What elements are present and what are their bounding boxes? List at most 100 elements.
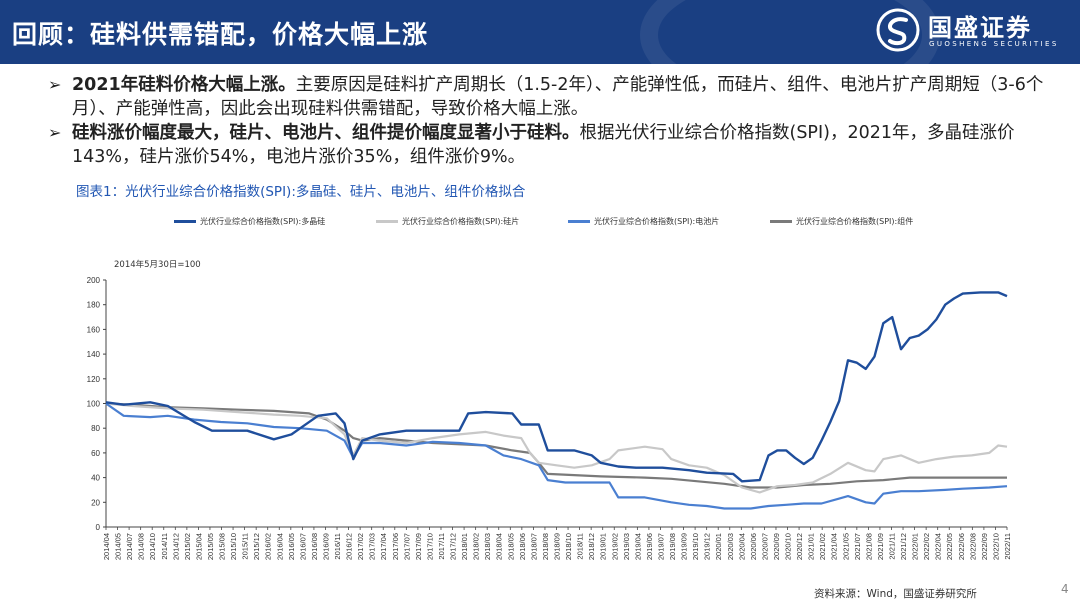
base-note: 2014年5月30日=100 [114,260,201,270]
series-line-1 [105,402,1008,494]
x-tick-label: 2016/07 [298,533,307,560]
header-decoration [640,0,940,64]
y-tick-label: 160 [87,325,101,334]
x-tick-label: 2022/04 [934,533,943,560]
x-tick-label: 2014/10 [148,533,157,560]
x-tick-label: 2019/12 [703,533,712,560]
x-tick-label: 2022/06 [957,533,966,560]
figure-title: 图表1：光伏行业综合价格指数(SPI):多晶硅、硅片、电池片、组件价格拟合 [76,184,526,200]
y-tick-label: 60 [91,449,100,458]
bullet-list: ➢ 2021年硅料价格大幅上涨。主要原因是硅料扩产周期长（1.5-2年）、产能弹… [48,73,1058,169]
legend-item: 光伏行业综合价格指数(SPI):电池片 [568,214,719,228]
x-tick-label: 2019/09 [680,533,689,560]
guosheng-logo-icon [876,8,920,52]
x-tick-label: 2018/03 [483,533,492,560]
x-tick-label: 2017/07 [402,533,411,560]
x-tick-label: 2016/11 [333,533,342,560]
x-tick-label: 2018/05 [506,533,515,560]
x-tick-label: 2022/01 [911,533,920,560]
x-tick-label: 2018/12 [587,533,596,560]
x-tick-label: 2018/04 [495,533,504,560]
arrow-bullet-icon: ➢ [48,123,62,142]
x-tick-label: 2018/07 [529,533,538,560]
x-tick-label: 2015/04 [194,533,203,560]
x-tick-label: 2021/04 [830,533,839,560]
x-tick-label: 2016/04 [275,533,284,560]
page-number: 4 [1061,582,1069,596]
arrow-bullet-icon: ➢ [48,75,62,94]
x-tick-label: 2022/02 [922,533,931,560]
x-tick-label: 2015/10 [229,533,238,560]
x-tick-label: 2022/08 [968,533,977,560]
legend-swatch [770,219,792,223]
chart-legend: 光伏行业综合价格指数(SPI):多晶硅 光伏行业综合价格指数(SPI):硅片 光… [78,210,1038,230]
x-tick-label: 2021/07 [853,533,862,560]
slide-title: 回顾：硅料供需错配，价格大幅上涨 [12,20,429,49]
series-line-0 [105,291,1008,483]
bullet-item: ➢ 2021年硅料价格大幅上涨。主要原因是硅料扩产周期长（1.5-2年）、产能弹… [48,73,1058,121]
x-tick-label: 2015/02 [183,533,192,560]
x-tick-label: 2020/01 [714,533,723,560]
x-tick-label: 2021/02 [818,533,827,560]
x-tick-label: 2021/05 [841,533,850,560]
x-tick-label: 2019/10 [691,533,700,560]
x-tick-label: 2020/04 [737,533,746,560]
x-tick-label: 2020/03 [726,533,735,560]
y-tick-label: 100 [87,400,101,409]
x-tick-label: 2014/04 [102,533,111,560]
x-tick-label: 2015/08 [218,533,227,560]
x-tick-label: 2019/02 [610,533,619,560]
x-tick-label: 2021/01 [807,533,816,560]
series-line-3 [105,402,1007,489]
series-line-2 [105,402,1008,510]
x-tick-label: 2014/12 [171,533,180,560]
x-tick-label: 2016/05 [287,533,296,560]
x-tick-label: 2017/11 [437,533,446,560]
legend-swatch [174,219,196,223]
source-note: 资料来源：Wind，国盛证券研究所 [814,588,977,600]
x-tick-label: 2017/04 [379,533,388,560]
x-tick-label: 2019/01 [599,533,608,560]
x-tick-label: 2017/03 [368,533,377,560]
legend-label: 光伏行业综合价格指数(SPI):硅片 [402,216,520,226]
x-tick-label: 2020/07 [760,533,769,560]
x-tick-label: 2016/02 [264,533,273,560]
x-tick-label: 2016/12 [345,533,354,560]
logo-text: 国盛证券 [928,14,1032,42]
x-tick-label: 2016/08 [310,533,319,560]
legend-swatch [376,219,398,223]
legend-label: 光伏行业综合价格指数(SPI):组件 [796,216,914,226]
x-tick-label: 2022/09 [980,533,989,560]
x-tick-label: 2022/05 [945,533,954,560]
x-tick-label: 2019/03 [622,533,631,560]
x-tick-label: 2021/11 [887,533,896,560]
x-tick-label: 2021/12 [899,533,908,560]
x-tick-label: 2019/08 [668,533,677,560]
y-tick-label: 20 [91,498,100,507]
bullet-bold-text: 2021年硅料价格大幅上涨。 [72,75,296,95]
y-tick-label: 120 [87,375,101,384]
chart-container: 光伏行业综合价格指数(SPI):多晶硅 光伏行业综合价格指数(SPI):硅片 光… [78,210,1038,580]
legend-swatch [568,219,590,223]
x-tick-label: 2018/10 [564,533,573,560]
bullet-text: 根据光伏行业综合价格指数(SPI)，2021年，多晶硅涨价143%，硅片涨价54… [72,123,1015,167]
x-tick-label: 2019/04 [633,533,642,560]
bullet-text: 主要原因是硅料扩产周期长（1.5-2年）、产能弹性低，而硅片、组件、电池片扩产周… [72,75,1044,119]
x-tick-label: 2017/02 [356,533,365,560]
legend-label: 光伏行业综合价格指数(SPI):电池片 [594,216,720,226]
y-tick-label: 0 [96,523,101,532]
x-tick-label: 2018/01 [460,533,469,560]
header-bar: 回顾：硅料供需错配，价格大幅上涨 国盛证券 GUOSHENG SECURITIE… [0,0,1080,64]
x-tick-label: 2020/09 [772,533,781,560]
x-tick-label: 2022/10 [991,533,1000,560]
x-tick-label: 2020/10 [784,533,793,560]
x-tick-label: 2014/05 [114,533,123,560]
x-tick-label: 2015/05 [206,533,215,560]
y-tick-label: 80 [91,424,100,433]
x-tick-label: 2021/08 [864,533,873,560]
x-tick-label: 2014/11 [160,533,169,560]
legend-item: 光伏行业综合价格指数(SPI):多晶硅 [174,214,325,228]
x-tick-label: 2018/02 [472,533,481,560]
bullet-bold-text: 硅料涨价幅度最大，硅片、电池片、组件提价幅度显著小于硅料。 [72,123,580,143]
